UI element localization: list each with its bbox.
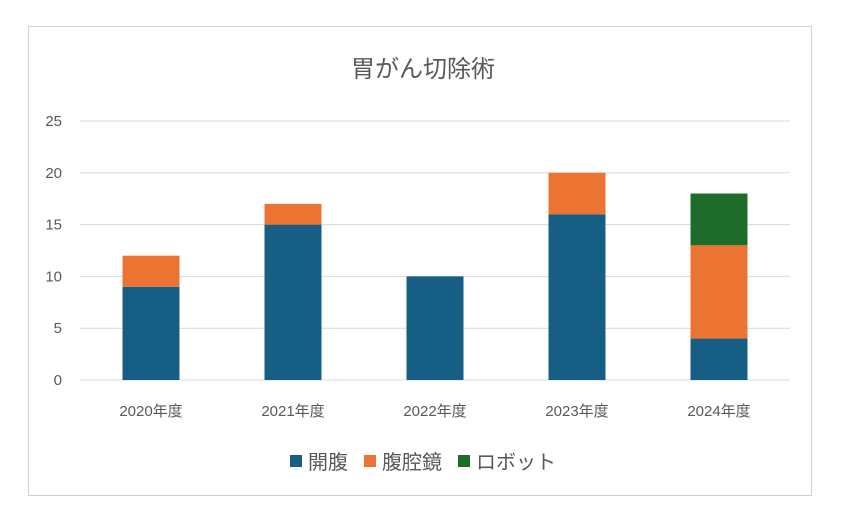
x-axis-ticks: 2020年度 2021年度 2022年度 2023年度 2024年度 [119,403,750,420]
legend-label: ロボット [476,450,556,474]
bar-laparoscopic [122,255,180,287]
bar-open [122,286,180,380]
bars [122,172,748,380]
y-axis-ticks: 0 5 10 15 20 25 [45,113,62,389]
bar-robotic [690,193,748,246]
y-tick-label: 5 [54,320,62,337]
bar-open [406,276,464,380]
y-tick-label: 20 [45,165,62,182]
legend-label: 開腹 [308,450,348,474]
y-tick-label: 15 [45,217,62,234]
y-tick-label: 25 [45,113,62,130]
x-tick-label: 2024年度 [687,403,750,420]
x-tick-label: 2022年度 [403,403,466,420]
legend: 開腹 腹腔鏡 ロボット [290,450,556,474]
y-tick-label: 0 [54,372,62,389]
legend-swatch [458,455,470,467]
legend-swatch [290,455,302,467]
bar-open [264,224,322,380]
y-tick-label: 10 [45,268,62,285]
legend-swatch [364,455,376,467]
chart-title: 胃がん切除術 [351,55,495,83]
legend-label: 腹腔鏡 [382,450,442,474]
bar-open [690,338,748,380]
bar-laparoscopic [264,203,322,225]
bar-laparoscopic [548,172,606,215]
bar-laparoscopic [690,245,748,339]
gridlines [80,120,790,381]
bar-open [548,214,606,380]
x-tick-label: 2021年度 [261,403,324,420]
x-tick-label: 2020年度 [119,403,182,420]
x-tick-label: 2023年度 [545,403,608,420]
